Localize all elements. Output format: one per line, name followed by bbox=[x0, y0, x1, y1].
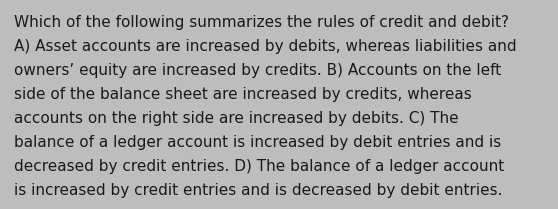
Text: is increased by credit entries and is decreased by debit entries.: is increased by credit entries and is de… bbox=[14, 183, 502, 198]
Text: owners’ equity are increased by credits. B) Accounts on the left: owners’ equity are increased by credits.… bbox=[14, 63, 501, 78]
Text: balance of a ledger account is increased by debit entries and is: balance of a ledger account is increased… bbox=[14, 135, 501, 150]
Text: Which of the following summarizes the rules of credit and debit?: Which of the following summarizes the ru… bbox=[14, 15, 509, 30]
Text: accounts on the right side are increased by debits. C) The: accounts on the right side are increased… bbox=[14, 111, 459, 126]
Text: decreased by credit entries. D) The balance of a ledger account: decreased by credit entries. D) The bala… bbox=[14, 159, 504, 174]
Text: side of the balance sheet are increased by credits, whereas: side of the balance sheet are increased … bbox=[14, 87, 472, 102]
Text: A) Asset accounts are increased by debits, whereas liabilities and: A) Asset accounts are increased by debit… bbox=[14, 39, 517, 54]
